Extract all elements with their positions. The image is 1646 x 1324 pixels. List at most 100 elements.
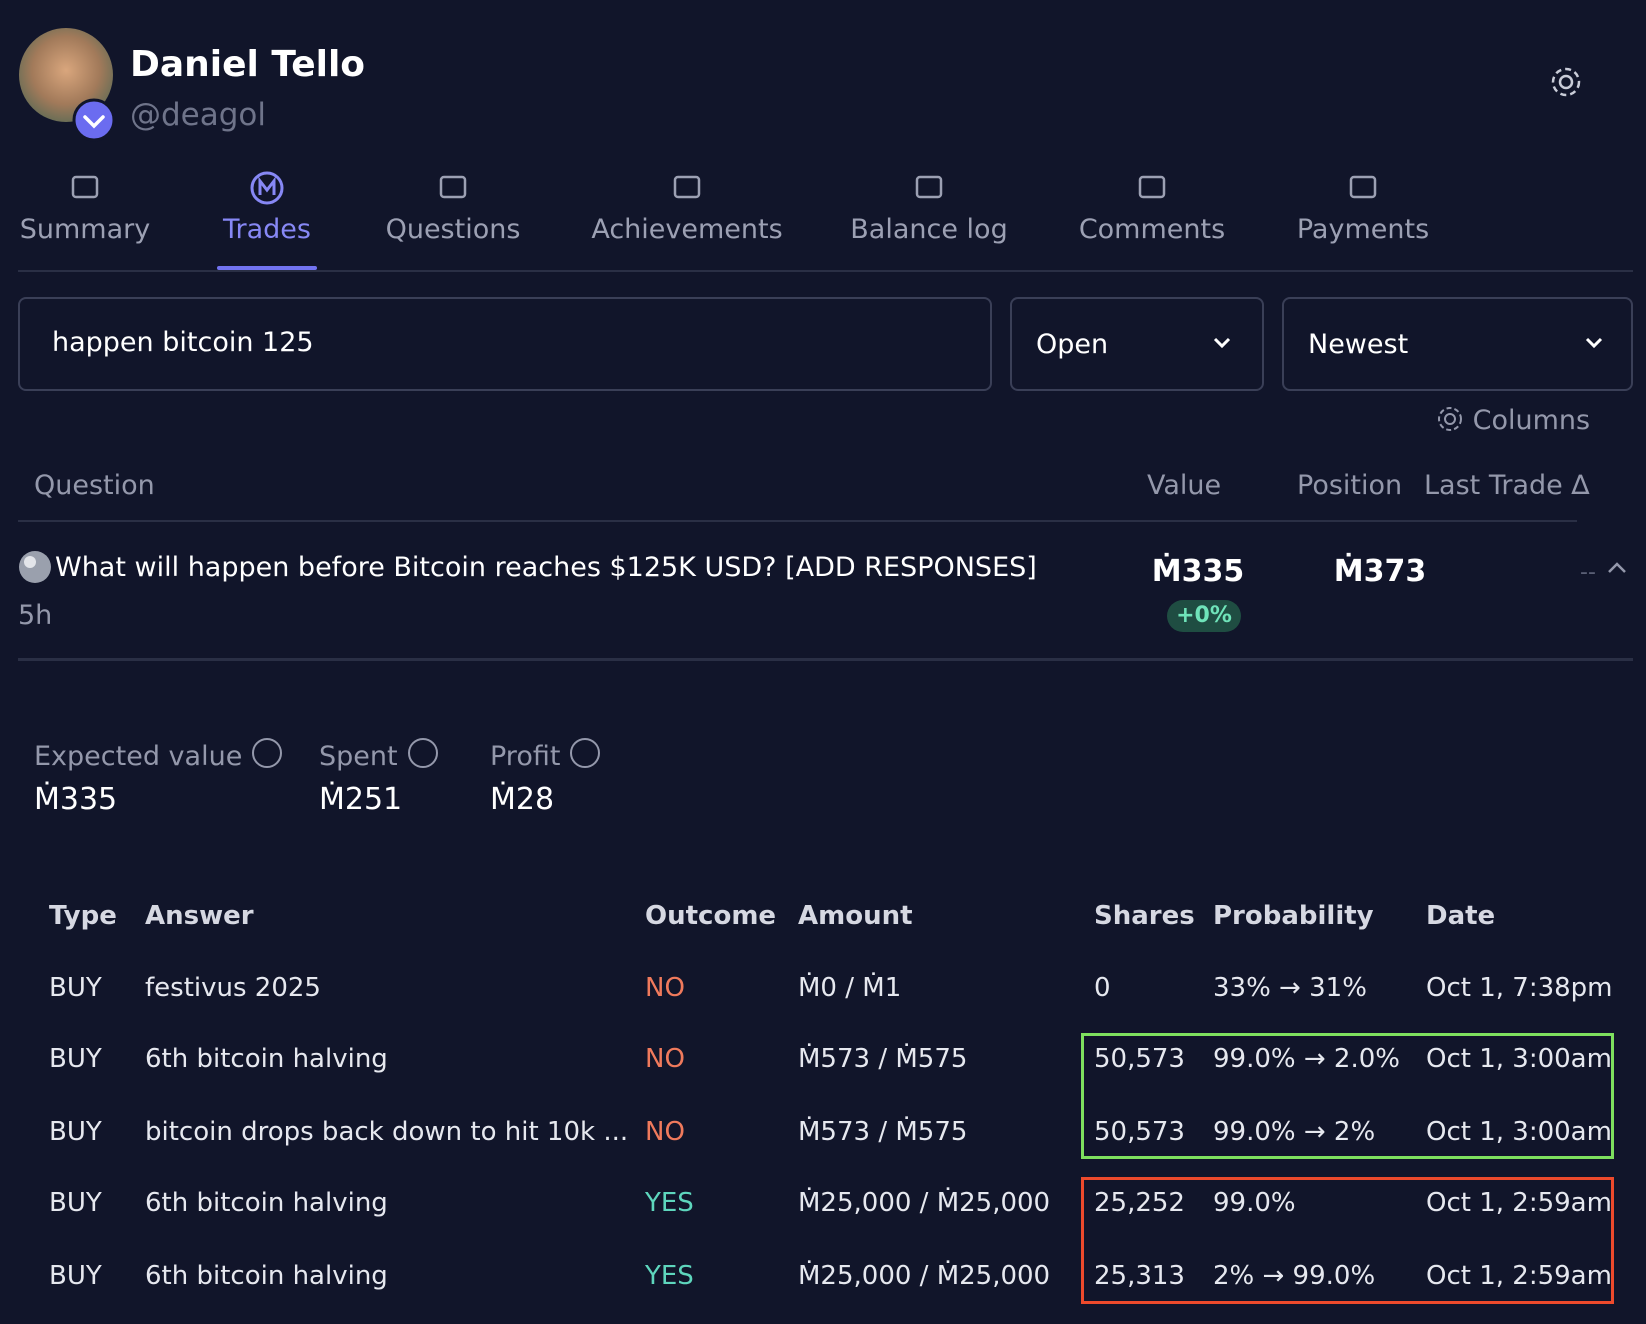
info-icon <box>252 738 283 768</box>
column-header[interactable]: Last Trade ∆ <box>1424 470 1590 501</box>
tab[interactable]: Trades <box>147 170 387 245</box>
table-header: Type <box>49 901 117 931</box>
question-title[interactable]: What will happen before Bitcoin reaches … <box>55 552 1037 583</box>
stat-label-text: Profit <box>490 741 561 772</box>
table-cell: BUY <box>49 973 102 1003</box>
tab-icon <box>1138 175 1166 199</box>
stat-label: Profit <box>490 738 601 772</box>
verified-badge <box>72 98 116 142</box>
table-cell: Ṁ573 / Ṁ575 <box>798 1044 968 1074</box>
table-cell: bitcoin drops back down to hit 10k ... <box>145 1117 629 1147</box>
chevron-down <box>1585 337 1603 349</box>
tab[interactable]: Achievements <box>567 170 807 245</box>
table-cell: BUY <box>49 1117 102 1147</box>
table-cell: 99.0% → 2% <box>1213 1117 1376 1147</box>
columns-label: Columns <box>1472 405 1591 436</box>
highlight-box <box>1081 1177 1614 1304</box>
question-position: Ṁ373 <box>1333 554 1427 589</box>
table-cell: Oct 1, 7:38pm <box>1426 973 1613 1003</box>
tab[interactable]: Payments <box>1243 170 1483 245</box>
divider <box>18 520 1577 522</box>
table-header: Date <box>1426 901 1496 931</box>
chevron-up[interactable] <box>1606 560 1628 576</box>
tab[interactable]: Balance log <box>809 170 1049 245</box>
table-cell: Ṁ25,000 / Ṁ25,000 <box>798 1188 1051 1218</box>
tab[interactable]: Comments <box>1032 170 1272 245</box>
avatar[interactable] <box>18 27 118 127</box>
chevron-down <box>1213 337 1231 349</box>
question-icon <box>19 551 51 583</box>
tab[interactable]: Summary <box>0 170 205 245</box>
table-cell: YES <box>645 1188 694 1218</box>
table-cell: Ṁ573 / Ṁ575 <box>798 1117 968 1147</box>
divider <box>18 658 1633 661</box>
table-header: Probability <box>1213 901 1374 931</box>
tab-label: Summary <box>19 214 151 245</box>
table-cell: 6th bitcoin halving <box>145 1188 388 1218</box>
columns-button[interactable]: Columns <box>1436 405 1590 436</box>
table-cell: 50,573 <box>1094 1117 1185 1147</box>
table-cell: BUY <box>49 1188 102 1218</box>
stat-label: Expected value <box>34 738 283 772</box>
table-cell: festivus 2025 <box>145 973 321 1003</box>
tab-label: Balance log <box>850 214 1008 245</box>
tab-icon <box>439 175 467 199</box>
table-header: Amount <box>798 901 913 931</box>
tab-icon <box>1349 175 1377 199</box>
tab-icon <box>673 175 701 199</box>
tab-icon <box>71 175 99 199</box>
highlight-box <box>1081 1033 1614 1159</box>
column-header: Value <box>1147 470 1222 501</box>
table-cell: 0 <box>1094 973 1111 1003</box>
stat-value: Ṁ251 <box>319 782 403 817</box>
info-icon <box>570 738 601 768</box>
table-cell: NO <box>645 973 685 1003</box>
settings-icon[interactable] <box>1548 64 1584 100</box>
last-trade: -- <box>1580 560 1596 585</box>
table-header: Outcome <box>645 901 777 931</box>
table-header: Shares <box>1094 901 1195 931</box>
user-handle: @deagol <box>130 97 267 133</box>
tab-icon <box>250 171 284 205</box>
table-cell: 6th bitcoin halving <box>145 1044 388 1074</box>
tab[interactable]: Questions <box>333 170 573 245</box>
question-value: Ṁ335 <box>1151 554 1245 589</box>
tab-icon <box>915 175 943 199</box>
status-value: Open <box>1036 329 1109 360</box>
info-icon <box>407 738 438 768</box>
table-cell: 6th bitcoin halving <box>145 1261 388 1291</box>
active-tab-underline <box>217 266 317 270</box>
question-age: 5h <box>18 600 53 631</box>
table-cell: YES <box>645 1261 694 1291</box>
tab-label: Trades <box>223 214 311 245</box>
stat-value: Ṁ28 <box>490 782 555 817</box>
table-cell: 25,252 <box>1094 1188 1185 1218</box>
table-cell: Ṁ25,000 / Ṁ25,000 <box>798 1261 1051 1291</box>
table-cell: 33% → 31% <box>1213 973 1367 1003</box>
tab-label: Questions <box>385 214 521 245</box>
search-text: happen bitcoin 125 <box>52 327 314 358</box>
tab-label: Achievements <box>591 214 783 245</box>
table-header: Answer <box>145 901 254 931</box>
table-cell: 99.0% → 2.0% <box>1213 1044 1400 1074</box>
table-cell: Oct 1, 2:59am <box>1426 1188 1612 1218</box>
tab-label: Payments <box>1296 214 1430 245</box>
table-cell: Oct 1, 3:00am <box>1426 1044 1612 1074</box>
table-cell: Oct 1, 3:00am <box>1426 1117 1612 1147</box>
table-cell: NO <box>645 1044 685 1074</box>
table-cell: Oct 1, 2:59am <box>1426 1261 1612 1291</box>
column-header: Question <box>34 470 155 501</box>
table-cell: Ṁ0 / Ṁ1 <box>798 973 902 1003</box>
tab-label: Comments <box>1078 214 1226 245</box>
stat-label: Spent <box>319 738 438 772</box>
table-cell: NO <box>645 1117 685 1147</box>
column-header: Position <box>1297 470 1403 501</box>
stat-value: Ṁ335 <box>34 782 118 817</box>
sort-select[interactable]: Newest <box>1282 297 1633 391</box>
table-cell: 50,573 <box>1094 1044 1185 1074</box>
status-select[interactable]: Open <box>1010 297 1264 391</box>
table-cell: BUY <box>49 1261 102 1291</box>
divider <box>18 270 1633 272</box>
search-input[interactable]: happen bitcoin 125 <box>18 297 992 391</box>
